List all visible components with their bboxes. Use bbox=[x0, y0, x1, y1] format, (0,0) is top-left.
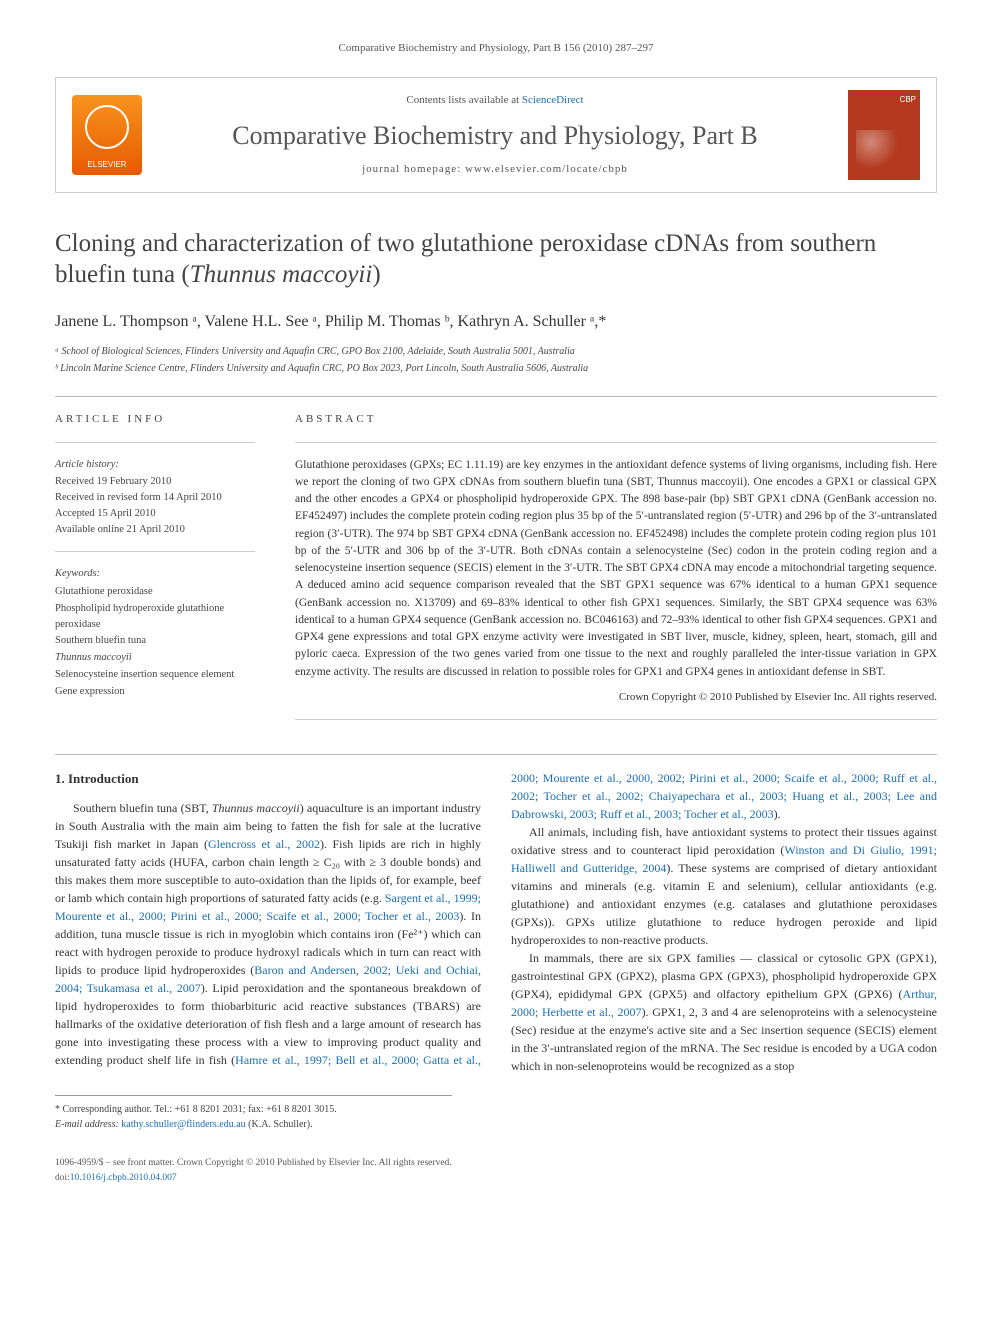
abstract-bottom-rule bbox=[295, 719, 937, 720]
history-head: Article history: bbox=[55, 457, 255, 473]
elsevier-logo: ELSEVIER bbox=[72, 95, 142, 175]
footer-doi: doi:10.1016/j.cbpb.2010.04.007 bbox=[55, 1171, 937, 1185]
text-fragment: ). bbox=[774, 807, 781, 821]
keyword-item: Thunnus maccoyii bbox=[55, 650, 255, 666]
citation-link[interactable]: Glencross et al., 2002 bbox=[208, 837, 320, 851]
elsevier-label: ELSEVIER bbox=[87, 159, 126, 171]
body-text: 1. Introduction Southern bluefin tuna (S… bbox=[55, 769, 937, 1075]
doi-prefix: doi: bbox=[55, 1173, 70, 1183]
journal-cover-thumbnail: CBP bbox=[848, 90, 920, 180]
body-rule bbox=[55, 754, 937, 755]
abstract-column: ABSTRACT Glutathione peroxidases (GPXs; … bbox=[295, 411, 937, 734]
journal-homepage-line: journal homepage: www.elsevier.com/locat… bbox=[158, 161, 832, 178]
text-fragment: In mammals, there are six GPX families —… bbox=[511, 951, 937, 1001]
corresponding-name: (K.A. Schuller). bbox=[246, 1119, 313, 1130]
title-pre: Cloning and characterization of two glut… bbox=[55, 230, 876, 288]
corresponding-line-1: * Corresponding author. Tel.: +61 8 8201… bbox=[55, 1102, 452, 1117]
history-item: Available online 21 April 2010 bbox=[55, 522, 255, 538]
sciencedirect-link[interactable]: ScienceDirect bbox=[522, 94, 584, 106]
journal-masthead: ELSEVIER Contents lists available at Sci… bbox=[55, 77, 937, 193]
journal-name: Comparative Biochemistry and Physiology,… bbox=[158, 116, 832, 155]
article-info-head: ARTICLE INFO bbox=[55, 411, 255, 428]
homepage-url: www.elsevier.com/locate/cbpb bbox=[465, 163, 628, 175]
article-title: Cloning and characterization of two glut… bbox=[55, 228, 937, 291]
history-item: Accepted 15 April 2010 bbox=[55, 506, 255, 522]
history-item: Received 19 February 2010 bbox=[55, 474, 255, 490]
info-rule bbox=[55, 442, 255, 443]
abstract-text: Glutathione peroxidases (GPXs; EC 1.11.1… bbox=[295, 457, 937, 681]
info-rule bbox=[55, 551, 255, 552]
crown-copyright: Crown Copyright © 2010 Published by Else… bbox=[295, 689, 937, 706]
page-footer: 1096-4959/$ – see front matter. Crown Co… bbox=[55, 1156, 937, 1185]
email-label: E-mail address: bbox=[55, 1119, 121, 1130]
text-fragment: Southern bluefin tuna (SBT, bbox=[73, 801, 212, 815]
article-info-column: ARTICLE INFO Article history: Received 1… bbox=[55, 411, 255, 734]
contents-available-line: Contents lists available at ScienceDirec… bbox=[158, 92, 832, 109]
cover-tag: CBP bbox=[900, 95, 916, 104]
keywords-block: Keywords: Glutathione peroxidase Phospho… bbox=[55, 566, 255, 699]
keyword-item: Gene expression bbox=[55, 684, 255, 700]
corresponding-author-block: * Corresponding author. Tel.: +61 8 8201… bbox=[55, 1095, 452, 1132]
intro-paragraph-2: All animals, including fish, have antiox… bbox=[511, 823, 937, 949]
keywords-head: Keywords: bbox=[55, 566, 255, 582]
keyword-item: Glutathione peroxidase bbox=[55, 584, 255, 600]
title-species: Thunnus maccoyii bbox=[190, 261, 373, 288]
title-post: ) bbox=[372, 261, 380, 288]
keyword-item: Selenocysteine insertion sequence elemen… bbox=[55, 667, 255, 683]
keyword-item: Southern bluefin tuna bbox=[55, 633, 255, 649]
authors-line: Janene L. Thompson ᵃ, Valene H.L. See ᵃ,… bbox=[55, 310, 937, 334]
abstract-head: ABSTRACT bbox=[295, 411, 937, 428]
homepage-prefix: journal homepage: bbox=[362, 163, 465, 175]
intro-paragraph-3: In mammals, there are six GPX families —… bbox=[511, 949, 937, 1075]
species-name: Thunnus maccoyii bbox=[212, 801, 300, 815]
footer-copyright: 1096-4959/$ – see front matter. Crown Co… bbox=[55, 1156, 937, 1170]
corresponding-line-2: E-mail address: kathy.schuller@flinders.… bbox=[55, 1117, 452, 1132]
corresponding-email-link[interactable]: kathy.schuller@flinders.edu.au bbox=[121, 1119, 245, 1130]
contents-prefix: Contents lists available at bbox=[406, 94, 521, 106]
section-head-intro: 1. Introduction bbox=[55, 769, 481, 789]
affiliation-b: ᵇ Lincoln Marine Science Centre, Flinder… bbox=[55, 361, 937, 376]
abstract-rule bbox=[295, 442, 937, 443]
affiliation-a: ᵃ School of Biological Sciences, Flinder… bbox=[55, 344, 937, 359]
article-history-block: Article history: Received 19 February 20… bbox=[55, 457, 255, 538]
doi-link[interactable]: 10.1016/j.cbpb.2010.04.007 bbox=[70, 1173, 177, 1183]
history-item: Received in revised form 14 April 2010 bbox=[55, 490, 255, 506]
running-head: Comparative Biochemistry and Physiology,… bbox=[55, 40, 937, 57]
keyword-item: Phospholipid hydroperoxide glutathione p… bbox=[55, 601, 255, 633]
section-rule bbox=[55, 396, 937, 397]
masthead-center: Contents lists available at ScienceDirec… bbox=[158, 92, 832, 178]
